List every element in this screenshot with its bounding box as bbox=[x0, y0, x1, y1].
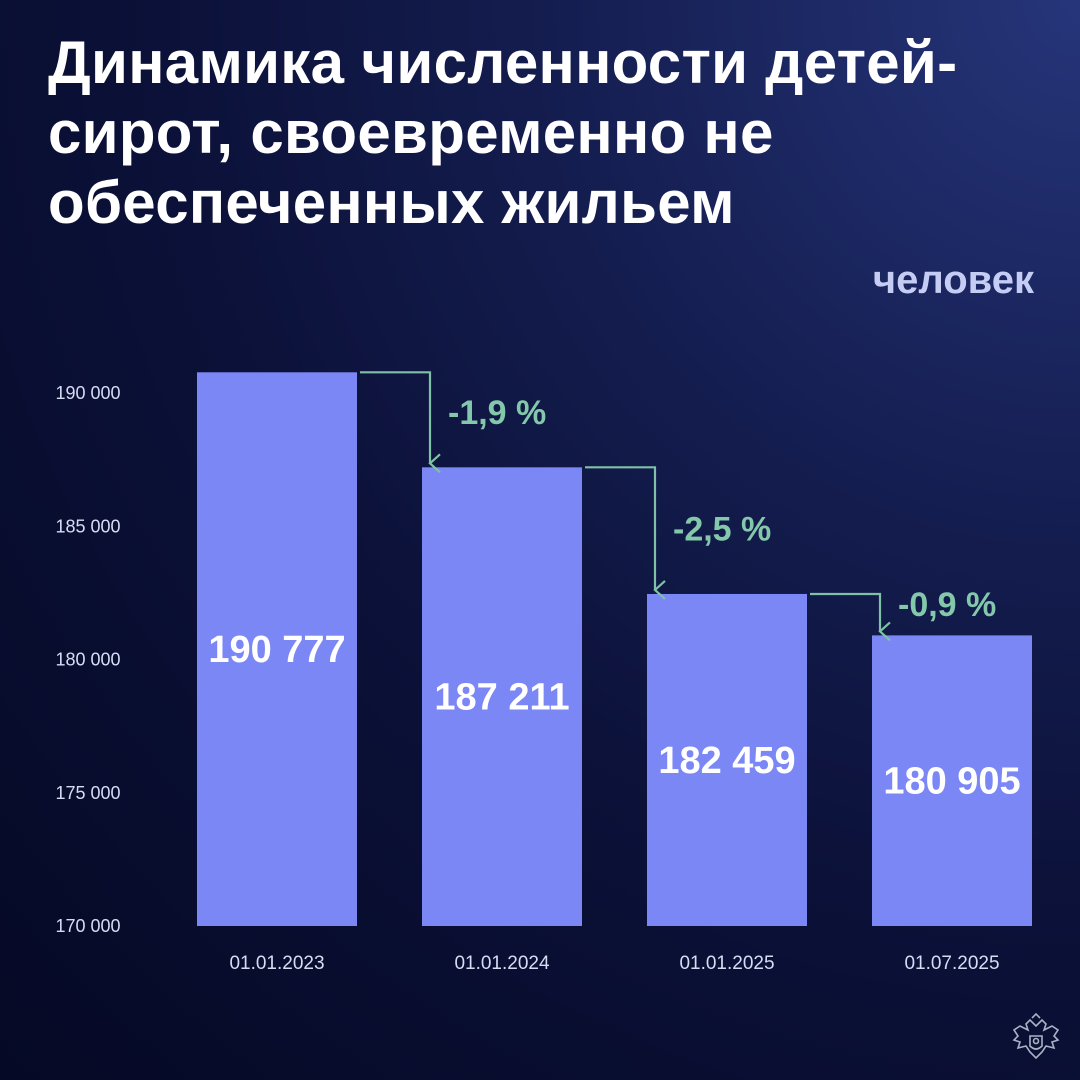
y-tick-label: 175 000 bbox=[55, 783, 120, 803]
bar bbox=[197, 372, 357, 926]
x-axis-labels: 01.01.2023 01.01.2024 01.01.2025 01.07.2025 bbox=[229, 953, 999, 974]
bar bbox=[647, 593, 807, 926]
double-headed-eagle-icon bbox=[1012, 1012, 1060, 1060]
bar-value-label: 180 905 bbox=[883, 761, 1020, 803]
x-tick-label: 01.01.2025 bbox=[679, 953, 774, 974]
x-tick-label: 01.07.2025 bbox=[904, 953, 999, 974]
change-arrow bbox=[585, 466, 666, 600]
bars: 190 777 187 211 182 459 180 905 bbox=[197, 372, 1032, 926]
bar bbox=[872, 635, 1032, 926]
x-tick-label: 01.01.2024 bbox=[454, 953, 550, 974]
bar bbox=[422, 467, 582, 926]
change-label: -0,9 % bbox=[898, 586, 996, 624]
change-label: -2,5 % bbox=[673, 511, 771, 549]
change-arrow bbox=[360, 371, 441, 474]
y-tick-label: 190 000 bbox=[55, 383, 120, 403]
bar-value-label: 182 459 bbox=[658, 740, 795, 782]
change-label: -1,9 % bbox=[448, 394, 546, 432]
change-connectors: -1,9 % -2,5 % -0,9 % bbox=[360, 371, 996, 642]
change-arrow bbox=[810, 592, 891, 642]
y-axis-ticks: 170 000 175 000 180 000 185 000 190 000 bbox=[55, 383, 120, 936]
y-tick-label: 170 000 bbox=[55, 916, 120, 936]
y-tick-label: 180 000 bbox=[55, 650, 120, 670]
bar-value-label: 190 777 bbox=[208, 629, 345, 671]
y-tick-label: 185 000 bbox=[55, 516, 120, 536]
bar-value-label: 187 211 bbox=[434, 677, 569, 719]
unit-label: человек bbox=[872, 258, 1034, 302]
page-title: Динамика численности детей-сирот, своевр… bbox=[48, 29, 958, 236]
x-tick-label: 01.01.2023 bbox=[229, 953, 324, 974]
